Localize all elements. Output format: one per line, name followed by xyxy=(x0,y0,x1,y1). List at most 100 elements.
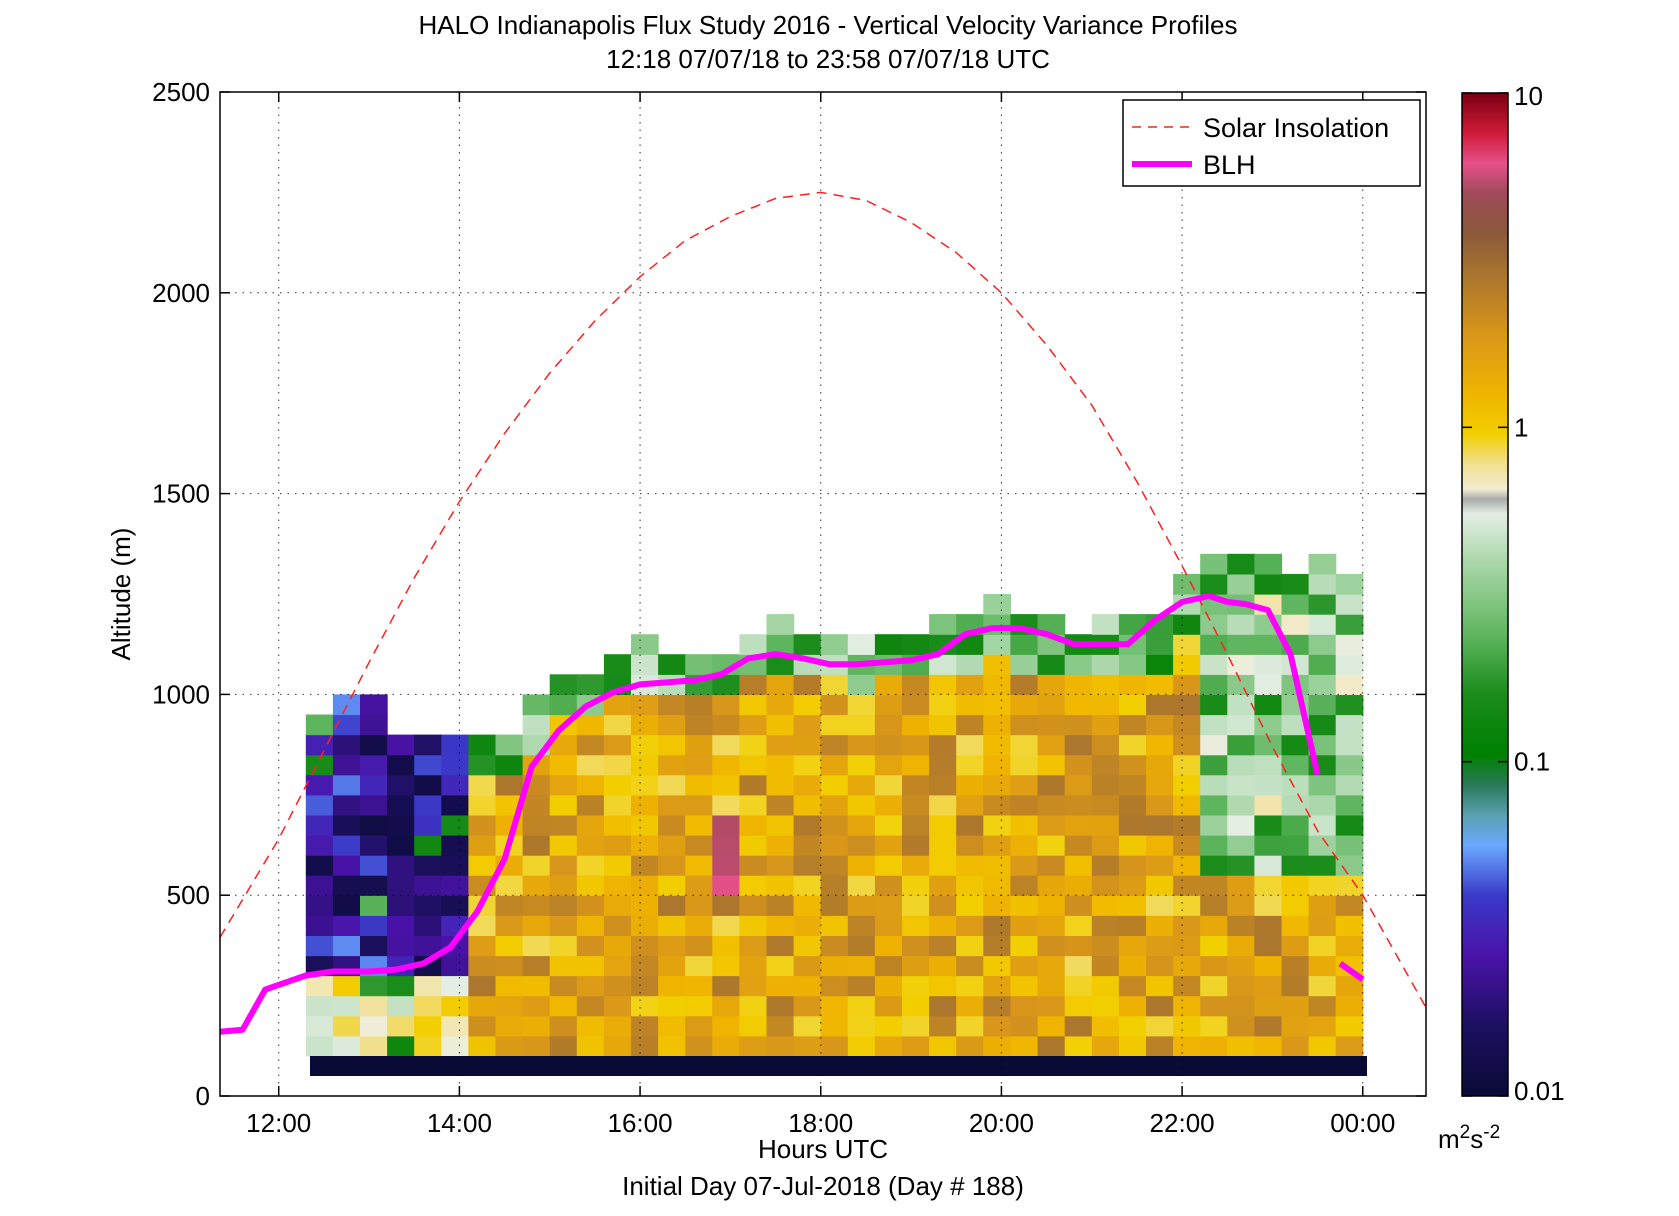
heatmap-cell xyxy=(820,674,849,695)
heatmap-cell xyxy=(1118,674,1147,695)
heatmap-cell xyxy=(522,995,551,1017)
heatmap-cell xyxy=(305,794,334,816)
heatmap-cell xyxy=(685,814,713,836)
heatmap-cell xyxy=(549,1015,578,1037)
heatmap-cell xyxy=(956,714,984,736)
heatmap-cell xyxy=(1200,1035,1228,1057)
heatmap-cell xyxy=(874,935,903,957)
heatmap-cell xyxy=(522,1035,551,1057)
heatmap-cell xyxy=(1118,875,1147,896)
heatmap-cell xyxy=(1227,734,1255,756)
heatmap-cell xyxy=(956,814,984,836)
heatmap-cell xyxy=(658,895,686,916)
heatmap-cell xyxy=(847,835,876,856)
heatmap-cell xyxy=(739,935,768,957)
colorbar-tick-label: 0.1 xyxy=(1514,747,1550,777)
heatmap-cell xyxy=(522,935,551,957)
heatmap-cell xyxy=(1091,875,1120,896)
heatmap-cell xyxy=(956,1015,984,1037)
heatmap-cell xyxy=(766,674,795,695)
heatmap-cell xyxy=(360,714,388,736)
heatmap-cell xyxy=(1254,553,1283,575)
heatmap-cell xyxy=(766,614,795,635)
heatmap-cell xyxy=(549,794,578,816)
heatmap-cell xyxy=(793,855,822,876)
heatmap-cell xyxy=(441,774,469,796)
heatmap-cell xyxy=(1200,855,1228,876)
heatmap-cell xyxy=(1308,895,1337,916)
heatmap-cell xyxy=(712,995,740,1017)
heatmap-cell xyxy=(1091,995,1120,1017)
heatmap-cell xyxy=(414,734,442,756)
heatmap-cell xyxy=(1037,975,1066,997)
heatmap-cell xyxy=(766,694,795,716)
heatmap-cell xyxy=(712,855,740,876)
heatmap-cell xyxy=(1308,995,1337,1017)
heatmap-cell xyxy=(1146,995,1174,1017)
heatmap-cell xyxy=(1281,915,1310,936)
heatmap-cell xyxy=(820,774,849,796)
heatmap-cell xyxy=(983,774,1011,796)
heatmap-cell xyxy=(1091,1015,1120,1037)
heatmap-cell xyxy=(631,774,659,796)
heatmap-cell xyxy=(1281,995,1310,1017)
heatmap-cell xyxy=(739,794,768,816)
heatmap-cell xyxy=(387,754,415,776)
heatmap-cell xyxy=(685,835,713,856)
heatmap-cell xyxy=(1173,614,1201,635)
heatmap-cell xyxy=(332,714,361,736)
heatmap-cell xyxy=(305,814,334,836)
heatmap-cell xyxy=(1118,614,1147,635)
heatmap-cell xyxy=(1173,814,1201,836)
heatmap-cell xyxy=(1173,955,1201,977)
heatmap-cell xyxy=(1037,915,1066,936)
heatmap-cell xyxy=(1281,814,1310,836)
heatmap-cell xyxy=(766,734,795,756)
heatmap-cell xyxy=(1064,674,1093,695)
heatmap-cell xyxy=(902,995,930,1017)
heatmap-cell xyxy=(1335,594,1364,615)
heatmap-cell xyxy=(1254,794,1283,816)
heatmap-cell xyxy=(847,1035,876,1057)
heatmap-cell xyxy=(685,1015,713,1037)
heatmap-cell xyxy=(332,835,361,856)
heatmap-cell xyxy=(576,1035,605,1057)
heatmap-cell xyxy=(1064,915,1093,936)
heatmap-cell xyxy=(332,975,361,997)
heatmap-cell xyxy=(305,754,334,776)
heatmap-cell xyxy=(1064,955,1093,977)
heatmap-cell xyxy=(793,694,822,716)
heatmap-cell xyxy=(1227,895,1255,916)
colorbar-tick-label: 1 xyxy=(1514,412,1528,442)
heatmap-cell xyxy=(902,774,930,796)
heatmap-cell xyxy=(1010,634,1039,655)
heatmap-cell xyxy=(1091,1035,1120,1057)
heatmap-cell xyxy=(1254,734,1283,756)
heatmap-cell xyxy=(495,1015,524,1037)
heatmap-cell xyxy=(847,995,876,1017)
heatmap-cell xyxy=(712,794,740,816)
heatmap-cell xyxy=(549,814,578,836)
legend-solar-label: Solar Insolation xyxy=(1203,113,1389,143)
heatmap-cell xyxy=(1146,1015,1174,1037)
heatmap-cell xyxy=(549,895,578,916)
heatmap-cell xyxy=(631,754,659,776)
colorbar-tick-label: 10 xyxy=(1514,81,1543,111)
heatmap-cell xyxy=(793,814,822,836)
heatmap-cell xyxy=(1281,754,1310,776)
heatmap-cell xyxy=(1227,955,1255,977)
heatmap-cell xyxy=(1308,774,1337,796)
heatmap-cell xyxy=(1254,714,1283,736)
heatmap-cell xyxy=(766,774,795,796)
heatmap-cell xyxy=(929,754,957,776)
heatmap-cell xyxy=(1281,875,1310,896)
heatmap-cell xyxy=(1254,935,1283,957)
heatmap-cell xyxy=(929,935,957,957)
heatmap-cell xyxy=(360,835,388,856)
heatmap-cell xyxy=(1335,614,1364,635)
heatmap-cell xyxy=(1173,975,1201,997)
heatmap-cell xyxy=(1064,995,1093,1017)
y-tick-label: 0 xyxy=(196,1081,210,1111)
heatmap-cell xyxy=(332,875,361,896)
heatmap-cell xyxy=(712,694,740,716)
